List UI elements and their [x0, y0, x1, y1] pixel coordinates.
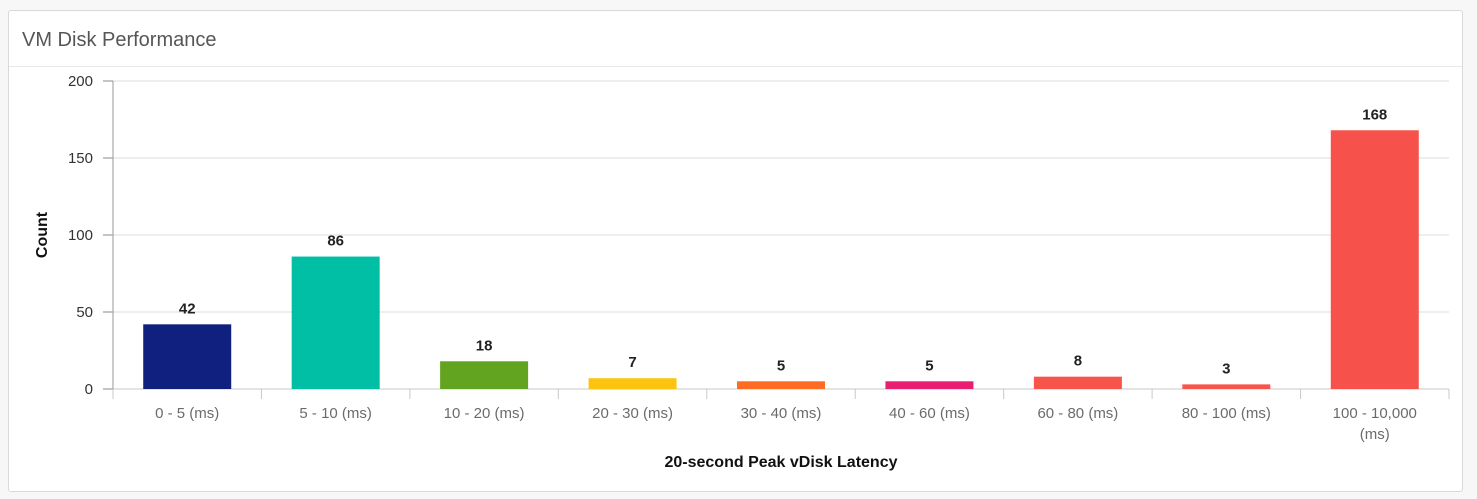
bars: 42 86 18 7 5 5 8 3 168 [143, 106, 1419, 389]
bar-value-label: 7 [628, 354, 636, 371]
x-tick-label: 30 - 40 (ms) [741, 405, 822, 422]
bar[interactable] [143, 324, 232, 389]
y-tick-label: 100 [68, 227, 93, 244]
x-tick-label: 10 - 20 (ms) [444, 405, 525, 422]
y-tick-label: 150 [68, 150, 93, 167]
bar[interactable] [1330, 130, 1419, 389]
panel-title: VM Disk Performance [22, 29, 217, 51]
bar[interactable] [1033, 376, 1122, 389]
bar-value-label: 18 [476, 337, 493, 354]
bar[interactable] [588, 378, 677, 389]
x-tick-label: 80 - 100 (ms) [1182, 405, 1271, 422]
x-axis-title: 20-second Peak vDisk Latency [664, 454, 897, 471]
y-axis-title: Count [34, 211, 51, 258]
bar[interactable] [291, 256, 380, 389]
x-tick-label: 100 - 10,000 (ms) [1333, 405, 1417, 443]
x-tick-label: 20 - 30 (ms) [592, 405, 673, 422]
bar[interactable] [737, 381, 825, 389]
x-axis: 0 - 5 (ms) 5 - 10 (ms) 10 - 20 (ms) 20 - 30… [112, 388, 1450, 443]
bar[interactable] [1182, 384, 1271, 389]
bar-value-label: 5 [925, 357, 933, 374]
bar-value-label: 42 [179, 300, 196, 317]
panel-header: VM Disk Performance [9, 11, 1462, 67]
y-tick-label: 0 [85, 381, 93, 398]
x-tick-label: 40 - 60 (ms) [889, 405, 970, 422]
vm-disk-performance-panel: VM Disk Performance [8, 10, 1463, 492]
x-tick-label: 60 - 80 (ms) [1037, 405, 1118, 422]
bar-value-label: 168 [1362, 106, 1387, 123]
bar-value-label: 5 [777, 357, 785, 374]
bar-value-label: 86 [327, 233, 344, 250]
bar[interactable] [885, 381, 974, 389]
x-tick-label: 0 - 5 (ms) [155, 405, 219, 422]
y-axis: 0 50 100 150 200 [68, 73, 114, 398]
bar[interactable] [440, 361, 529, 389]
bar-value-label: 8 [1074, 353, 1082, 370]
y-tick-label: 200 [68, 73, 93, 90]
y-tick-label: 50 [76, 304, 93, 321]
x-tick-label: 5 - 10 (ms) [299, 405, 372, 422]
bar-value-label: 3 [1222, 360, 1230, 377]
